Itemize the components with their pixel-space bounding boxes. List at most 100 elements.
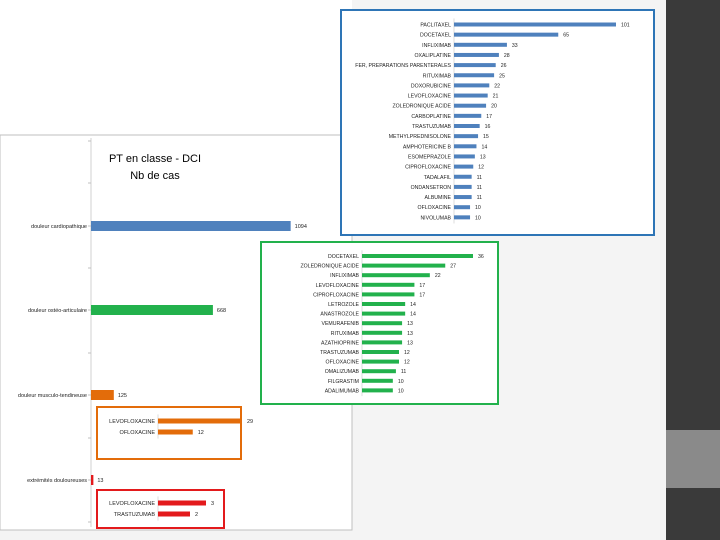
inset-category-label: LEVOFLOXACINE xyxy=(109,419,155,425)
main-category-label: extrémités douloureuses xyxy=(27,478,87,484)
inset-category-label: PACLITAXEL xyxy=(420,23,451,29)
inset-category-label: DOXORUBICINE xyxy=(411,83,452,89)
inset-category-label: METHYLPREDNISOLONE xyxy=(389,134,452,140)
inset-value-label: 14 xyxy=(481,144,487,150)
inset-bar xyxy=(454,164,474,169)
inset-value-label: 12 xyxy=(198,430,204,436)
inset-bar xyxy=(454,134,479,139)
inset-value-label: 29 xyxy=(247,419,253,425)
main-value-label: 668 xyxy=(217,308,226,314)
inset-category-label: LETROZOLE xyxy=(328,302,359,308)
inset-bar xyxy=(454,63,496,68)
inset-category-label: ALBUMINE xyxy=(424,195,451,201)
inset-value-label: 10 xyxy=(398,379,404,385)
inset-value-label: 14 xyxy=(410,302,416,308)
inset-category-label: CARBOPLATINE xyxy=(411,114,451,120)
main-category-label: douleur ostéo-articulaire xyxy=(28,308,87,314)
inset-category-label: OXALIPLATINE xyxy=(414,53,451,59)
main-bar xyxy=(91,305,213,315)
inset-value-label: 22 xyxy=(435,273,441,279)
inset-value-label: 28 xyxy=(504,53,510,59)
main-value-label: 1094 xyxy=(295,224,307,230)
inset-bar xyxy=(362,321,403,326)
inset-bar xyxy=(362,282,415,287)
top-left-blank xyxy=(0,0,352,135)
inset-bar xyxy=(362,292,415,297)
inset-bar xyxy=(454,83,490,88)
inset-value-label: 21 xyxy=(493,94,499,100)
inset-bar xyxy=(158,418,242,424)
inset-value-label: 17 xyxy=(486,114,492,120)
inset-category-label: OFLOXACINE xyxy=(418,205,452,211)
main-value-label: 125 xyxy=(118,393,127,399)
inset-value-label: 13 xyxy=(407,321,413,327)
inset-category-label: AMPHOTERICINE B xyxy=(403,144,452,150)
inset-value-label: 20 xyxy=(491,104,497,110)
inset-bar xyxy=(454,205,471,210)
inset-bar xyxy=(454,184,472,189)
inset-bar xyxy=(454,73,495,78)
inset-category-label: TRASTUZUMAB xyxy=(114,512,156,518)
inset-category-label: CIPROFLOXACINE xyxy=(405,165,451,171)
inset-bar xyxy=(362,311,406,316)
inset-bar xyxy=(158,429,193,435)
inset-category-label: INFLIXIMAB xyxy=(330,273,359,279)
inset-bar xyxy=(362,388,393,393)
inset-category-label: LEVOFLOXACINE xyxy=(109,501,155,507)
inset-category-label: ZOLEDRONIQUE ACIDE xyxy=(392,104,451,110)
inset-value-label: 12 xyxy=(404,350,410,356)
inset-red-panel xyxy=(96,489,225,529)
inset-category-label: RITUXIMAB xyxy=(423,73,452,79)
inset-value-label: 3 xyxy=(211,501,214,507)
inset-bar xyxy=(454,22,616,27)
inset-bar xyxy=(158,511,190,517)
inset-value-label: 11 xyxy=(401,369,406,375)
inset-value-label: 101 xyxy=(621,23,630,29)
inset-bar xyxy=(362,369,396,374)
inset-category-label: ZOLEDRONIQUE ACIDE xyxy=(300,264,359,270)
inset-bar xyxy=(454,124,480,128)
right-edge-accent xyxy=(666,430,720,488)
inset-bar xyxy=(158,500,206,506)
inset-value-label: 10 xyxy=(475,215,481,221)
inset-category-label: FER, PREPARATIONS PARENTERALES xyxy=(355,63,451,69)
inset-category-label: NIVOLUMAB xyxy=(420,215,451,221)
inset-value-label: 22 xyxy=(494,83,500,89)
inset-value-label: 25 xyxy=(499,73,505,79)
inset-value-label: 2 xyxy=(195,512,198,518)
main-bar xyxy=(91,221,291,231)
inset-bar xyxy=(362,302,406,306)
inset-value-label: 11 xyxy=(477,185,482,191)
inset-bar xyxy=(454,103,487,108)
inset-value-label: 11 xyxy=(477,175,482,181)
inset-category-label: INFLIXIMAB xyxy=(422,43,451,49)
main-category-label: douleur cardiopathique xyxy=(31,224,87,230)
inset-value-label: 13 xyxy=(407,331,413,337)
inset-category-label: OMALIZUMAB xyxy=(325,369,360,375)
inset-category-label: DOCETAXEL xyxy=(328,254,359,260)
inset-category-label: RITUXIMAB xyxy=(331,331,360,337)
inset-bar xyxy=(454,174,472,179)
inset-value-label: 14 xyxy=(410,312,416,318)
inset-bar xyxy=(454,215,471,220)
inset-value-label: 15 xyxy=(483,134,489,140)
inset-value-label: 27 xyxy=(450,264,456,270)
inset-value-label: 36 xyxy=(478,254,484,260)
inset-category-label: AZATHIOPRINE xyxy=(321,340,359,346)
chart-title: PT en classe - DCI xyxy=(109,153,201,165)
inset-value-label: 33 xyxy=(512,43,518,49)
inset-value-label: 13 xyxy=(480,154,486,160)
inset-value-label: 11 xyxy=(477,195,482,201)
main-bar xyxy=(91,390,114,400)
inset-category-label: TRASTUZUMAB xyxy=(320,350,359,356)
inset-bar xyxy=(454,154,475,159)
inset-bar xyxy=(454,52,499,57)
inset-blue-panel xyxy=(340,9,655,236)
inset-bar xyxy=(362,359,399,364)
inset-bar xyxy=(362,340,403,345)
main-value-label: 13 xyxy=(97,478,103,484)
inset-bar xyxy=(362,378,393,383)
inset-bar xyxy=(454,195,472,200)
inset-category-label: CIPROFLOXACINE xyxy=(313,292,359,298)
